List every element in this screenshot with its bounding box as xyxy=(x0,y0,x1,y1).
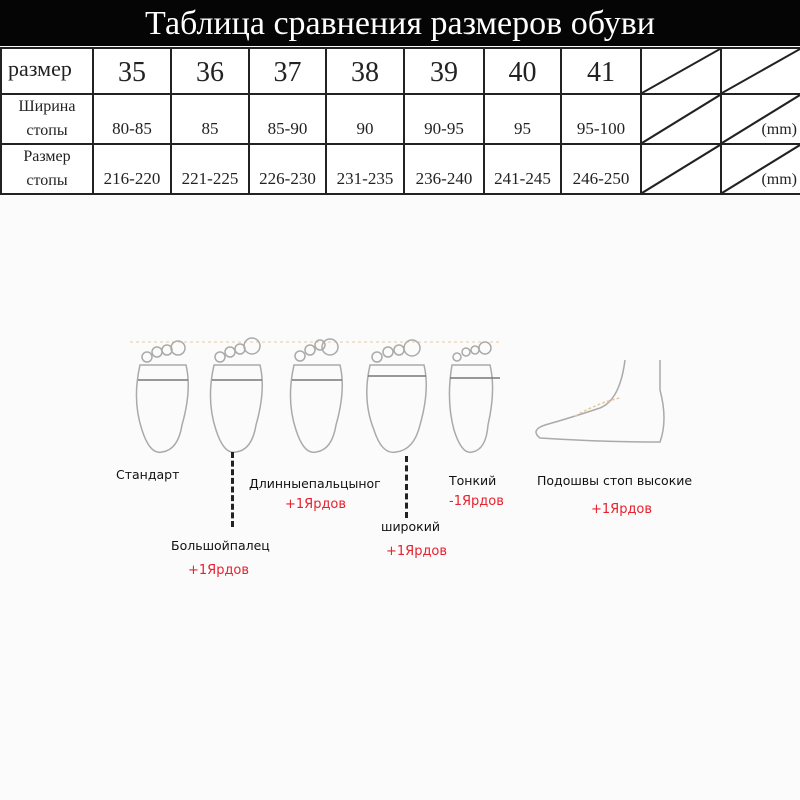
size-adjust: +1Ярдов xyxy=(386,544,448,559)
cell: 216-220 xyxy=(92,143,172,195)
foot-standard-icon xyxy=(135,340,189,454)
cell: 40 xyxy=(483,47,562,95)
size-adjust: +1Ярдов xyxy=(591,502,653,517)
cell: 39 xyxy=(403,47,485,95)
cell: 36 xyxy=(170,47,250,95)
foot-wide-icon xyxy=(366,339,427,454)
table-row: размер 35 36 37 38 39 40 41 xyxy=(0,47,800,95)
empty-cell xyxy=(640,143,722,195)
table-row: Размер стопы 216-220 221-225 226-230 231… xyxy=(0,143,800,195)
cell: 35 xyxy=(92,47,172,95)
empty-cell xyxy=(720,47,800,95)
foot-long-toes-icon xyxy=(289,338,343,454)
table-row: Ширина стопы 80-85 85 85-90 90 90-95 95 … xyxy=(0,93,800,145)
unit-cell: (mm) xyxy=(720,93,800,145)
cell: 41 xyxy=(560,47,642,95)
foot-high-arch-icon xyxy=(535,359,665,443)
cell: 221-225 xyxy=(170,143,250,195)
cell: 241-245 xyxy=(483,143,562,195)
size-adjust: -1Ярдов xyxy=(449,494,504,509)
divider xyxy=(231,452,234,527)
foot-type-label: Подошвы стоп высокие xyxy=(537,473,693,488)
cell: 90 xyxy=(325,93,405,145)
foot-illustrations xyxy=(130,337,665,454)
empty-cell xyxy=(640,47,722,95)
size-table: размер 35 36 37 38 39 40 41 Ширина стопы… xyxy=(0,47,800,195)
page-title: Таблица сравнения размеров обуви xyxy=(0,0,800,46)
unit-label: (mm) xyxy=(761,121,797,138)
cell: 236-240 xyxy=(403,143,485,195)
foot-narrow-icon xyxy=(448,341,500,454)
unit-cell: (mm) xyxy=(720,143,800,195)
cell: 85-90 xyxy=(248,93,327,145)
foot-type-label: Стандарт xyxy=(116,467,180,482)
empty-cell xyxy=(640,93,722,145)
cell: 95 xyxy=(483,93,562,145)
divider xyxy=(405,456,408,518)
row-header: размер xyxy=(0,47,94,95)
row-header: Размер стопы xyxy=(0,143,94,195)
cell: 37 xyxy=(248,47,327,95)
size-adjust: +1Ярдов xyxy=(188,563,250,578)
foot-big-toe-icon xyxy=(209,337,263,454)
cell: 231-235 xyxy=(325,143,405,195)
cell: 80-85 xyxy=(92,93,172,145)
cell: 226-230 xyxy=(248,143,327,195)
cell: 246-250 xyxy=(560,143,642,195)
cell: 38 xyxy=(325,47,405,95)
foot-type-label: Тонкий xyxy=(449,473,497,488)
cell: 90-95 xyxy=(403,93,485,145)
foot-type-label: широкий xyxy=(381,519,440,534)
cell: 95-100 xyxy=(560,93,642,145)
cell: 85 xyxy=(170,93,250,145)
unit-label: (mm) xyxy=(761,171,797,188)
row-header: Ширина стопы xyxy=(0,93,94,145)
foot-type-label: Большойпалец xyxy=(171,538,270,553)
size-adjust: +1Ярдов xyxy=(285,497,347,512)
foot-type-label: Длинныепальцыног xyxy=(249,476,381,491)
